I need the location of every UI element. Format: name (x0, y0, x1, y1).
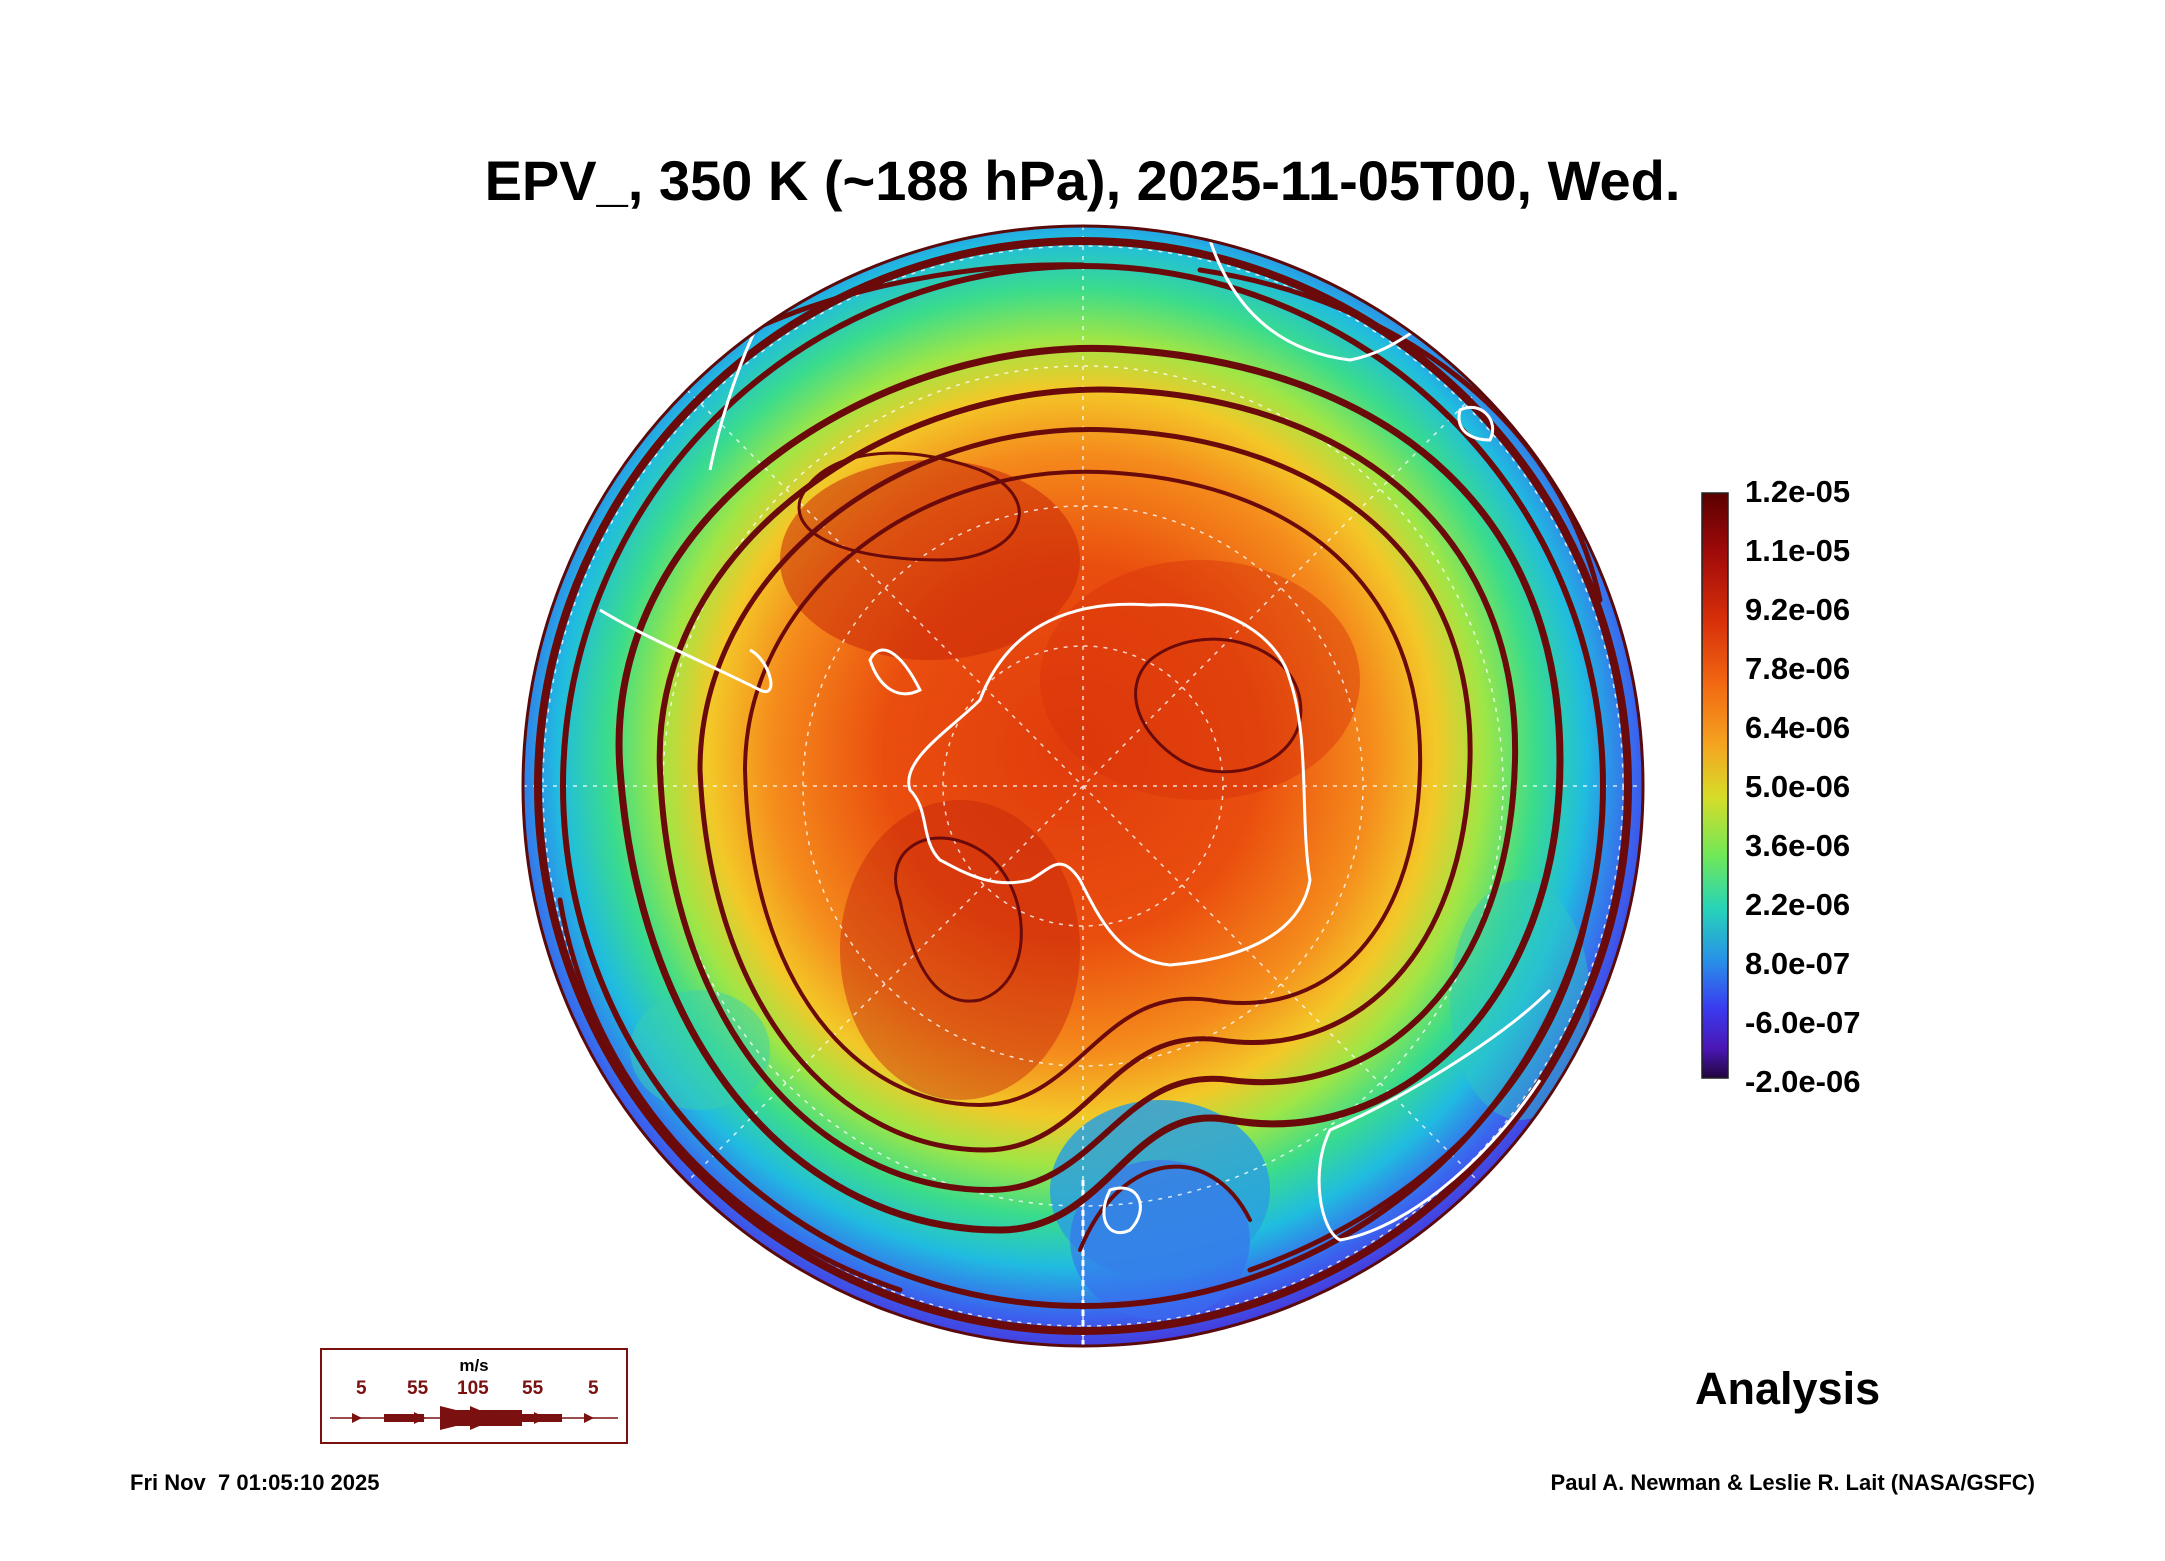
legend-value: 5 (356, 1378, 367, 1399)
wind-speed-legend: m/s 5 55 105 55 5 (320, 1348, 628, 1444)
map-border (521, 224, 1645, 1348)
colorbar-label: 1.1e-05 (1745, 533, 1851, 568)
legend-arrow-glyph (330, 1406, 618, 1430)
colorbar (1701, 492, 1729, 1079)
legend-unit: m/s (459, 1356, 489, 1375)
legend-value: 5 (588, 1378, 599, 1399)
analysis-label: Analysis (1695, 1363, 1881, 1414)
legend-value: 55 (407, 1378, 429, 1399)
colorbar-label: 5.0e-06 (1745, 769, 1851, 804)
lat-lon-grid (523, 226, 1643, 1346)
footer-timestamp: Fri Nov 7 01:05:10 2025 (130, 1470, 380, 1495)
colorbar-label: 3.6e-06 (1745, 828, 1851, 863)
colorbar-label: 1.2e-05 (1745, 474, 1851, 509)
colorbar-label: 6.4e-06 (1745, 710, 1851, 745)
legend-value: 105 (457, 1378, 489, 1399)
colorbar-label: -2.0e-06 (1745, 1064, 1861, 1099)
colorbar-label: 2.2e-06 (1745, 887, 1851, 922)
colorbar-label: 8.0e-07 (1745, 946, 1851, 981)
colorbar-label: 9.2e-06 (1745, 592, 1851, 627)
colorbar-label: 7.8e-06 (1745, 651, 1851, 686)
legend-value: 55 (522, 1378, 544, 1399)
colorbar-label: -6.0e-07 (1745, 1005, 1861, 1040)
map-title: EPV_, 350 K (~188 hPa), 2025-11-05T00, W… (484, 149, 1681, 212)
footer-credit: Paul A. Newman & Leslie R. Lait (NASA/GS… (1550, 1470, 2035, 1495)
